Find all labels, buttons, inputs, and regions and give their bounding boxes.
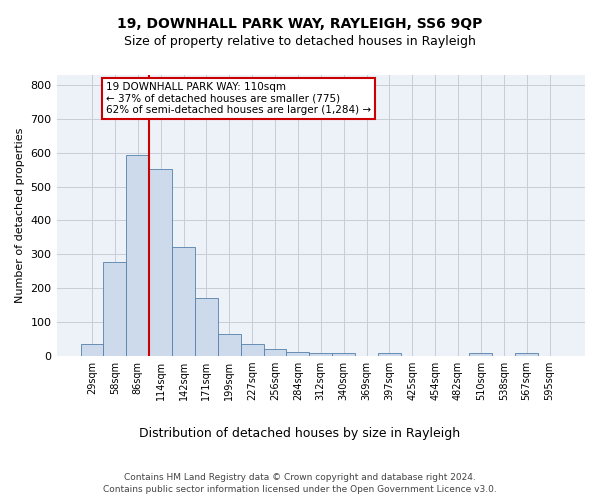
Text: Size of property relative to detached houses in Rayleigh: Size of property relative to detached ho…: [124, 35, 476, 48]
Text: 19 DOWNHALL PARK WAY: 110sqm
← 37% of detached houses are smaller (775)
62% of s: 19 DOWNHALL PARK WAY: 110sqm ← 37% of de…: [106, 82, 371, 115]
Bar: [218, 334, 241, 355]
Bar: [149, 168, 172, 356]
Bar: [310, 353, 332, 356]
Text: Contains HM Land Registry data © Crown copyright and database right 2024.: Contains HM Land Registry data © Crown c…: [124, 472, 476, 482]
Bar: [103, 262, 127, 356]
Bar: [263, 349, 286, 356]
Bar: [332, 353, 355, 356]
Bar: [469, 354, 493, 356]
Bar: [378, 354, 401, 356]
Y-axis label: Number of detached properties: Number of detached properties: [15, 128, 25, 303]
Text: Contains public sector information licensed under the Open Government Licence v3: Contains public sector information licen…: [103, 485, 497, 494]
Bar: [515, 354, 538, 356]
Bar: [286, 352, 310, 356]
Bar: [241, 344, 263, 356]
Text: 19, DOWNHALL PARK WAY, RAYLEIGH, SS6 9QP: 19, DOWNHALL PARK WAY, RAYLEIGH, SS6 9QP: [118, 18, 482, 32]
Bar: [127, 155, 149, 356]
Bar: [172, 248, 195, 356]
Bar: [195, 298, 218, 356]
Text: Distribution of detached houses by size in Rayleigh: Distribution of detached houses by size …: [139, 428, 461, 440]
Bar: [80, 344, 103, 356]
